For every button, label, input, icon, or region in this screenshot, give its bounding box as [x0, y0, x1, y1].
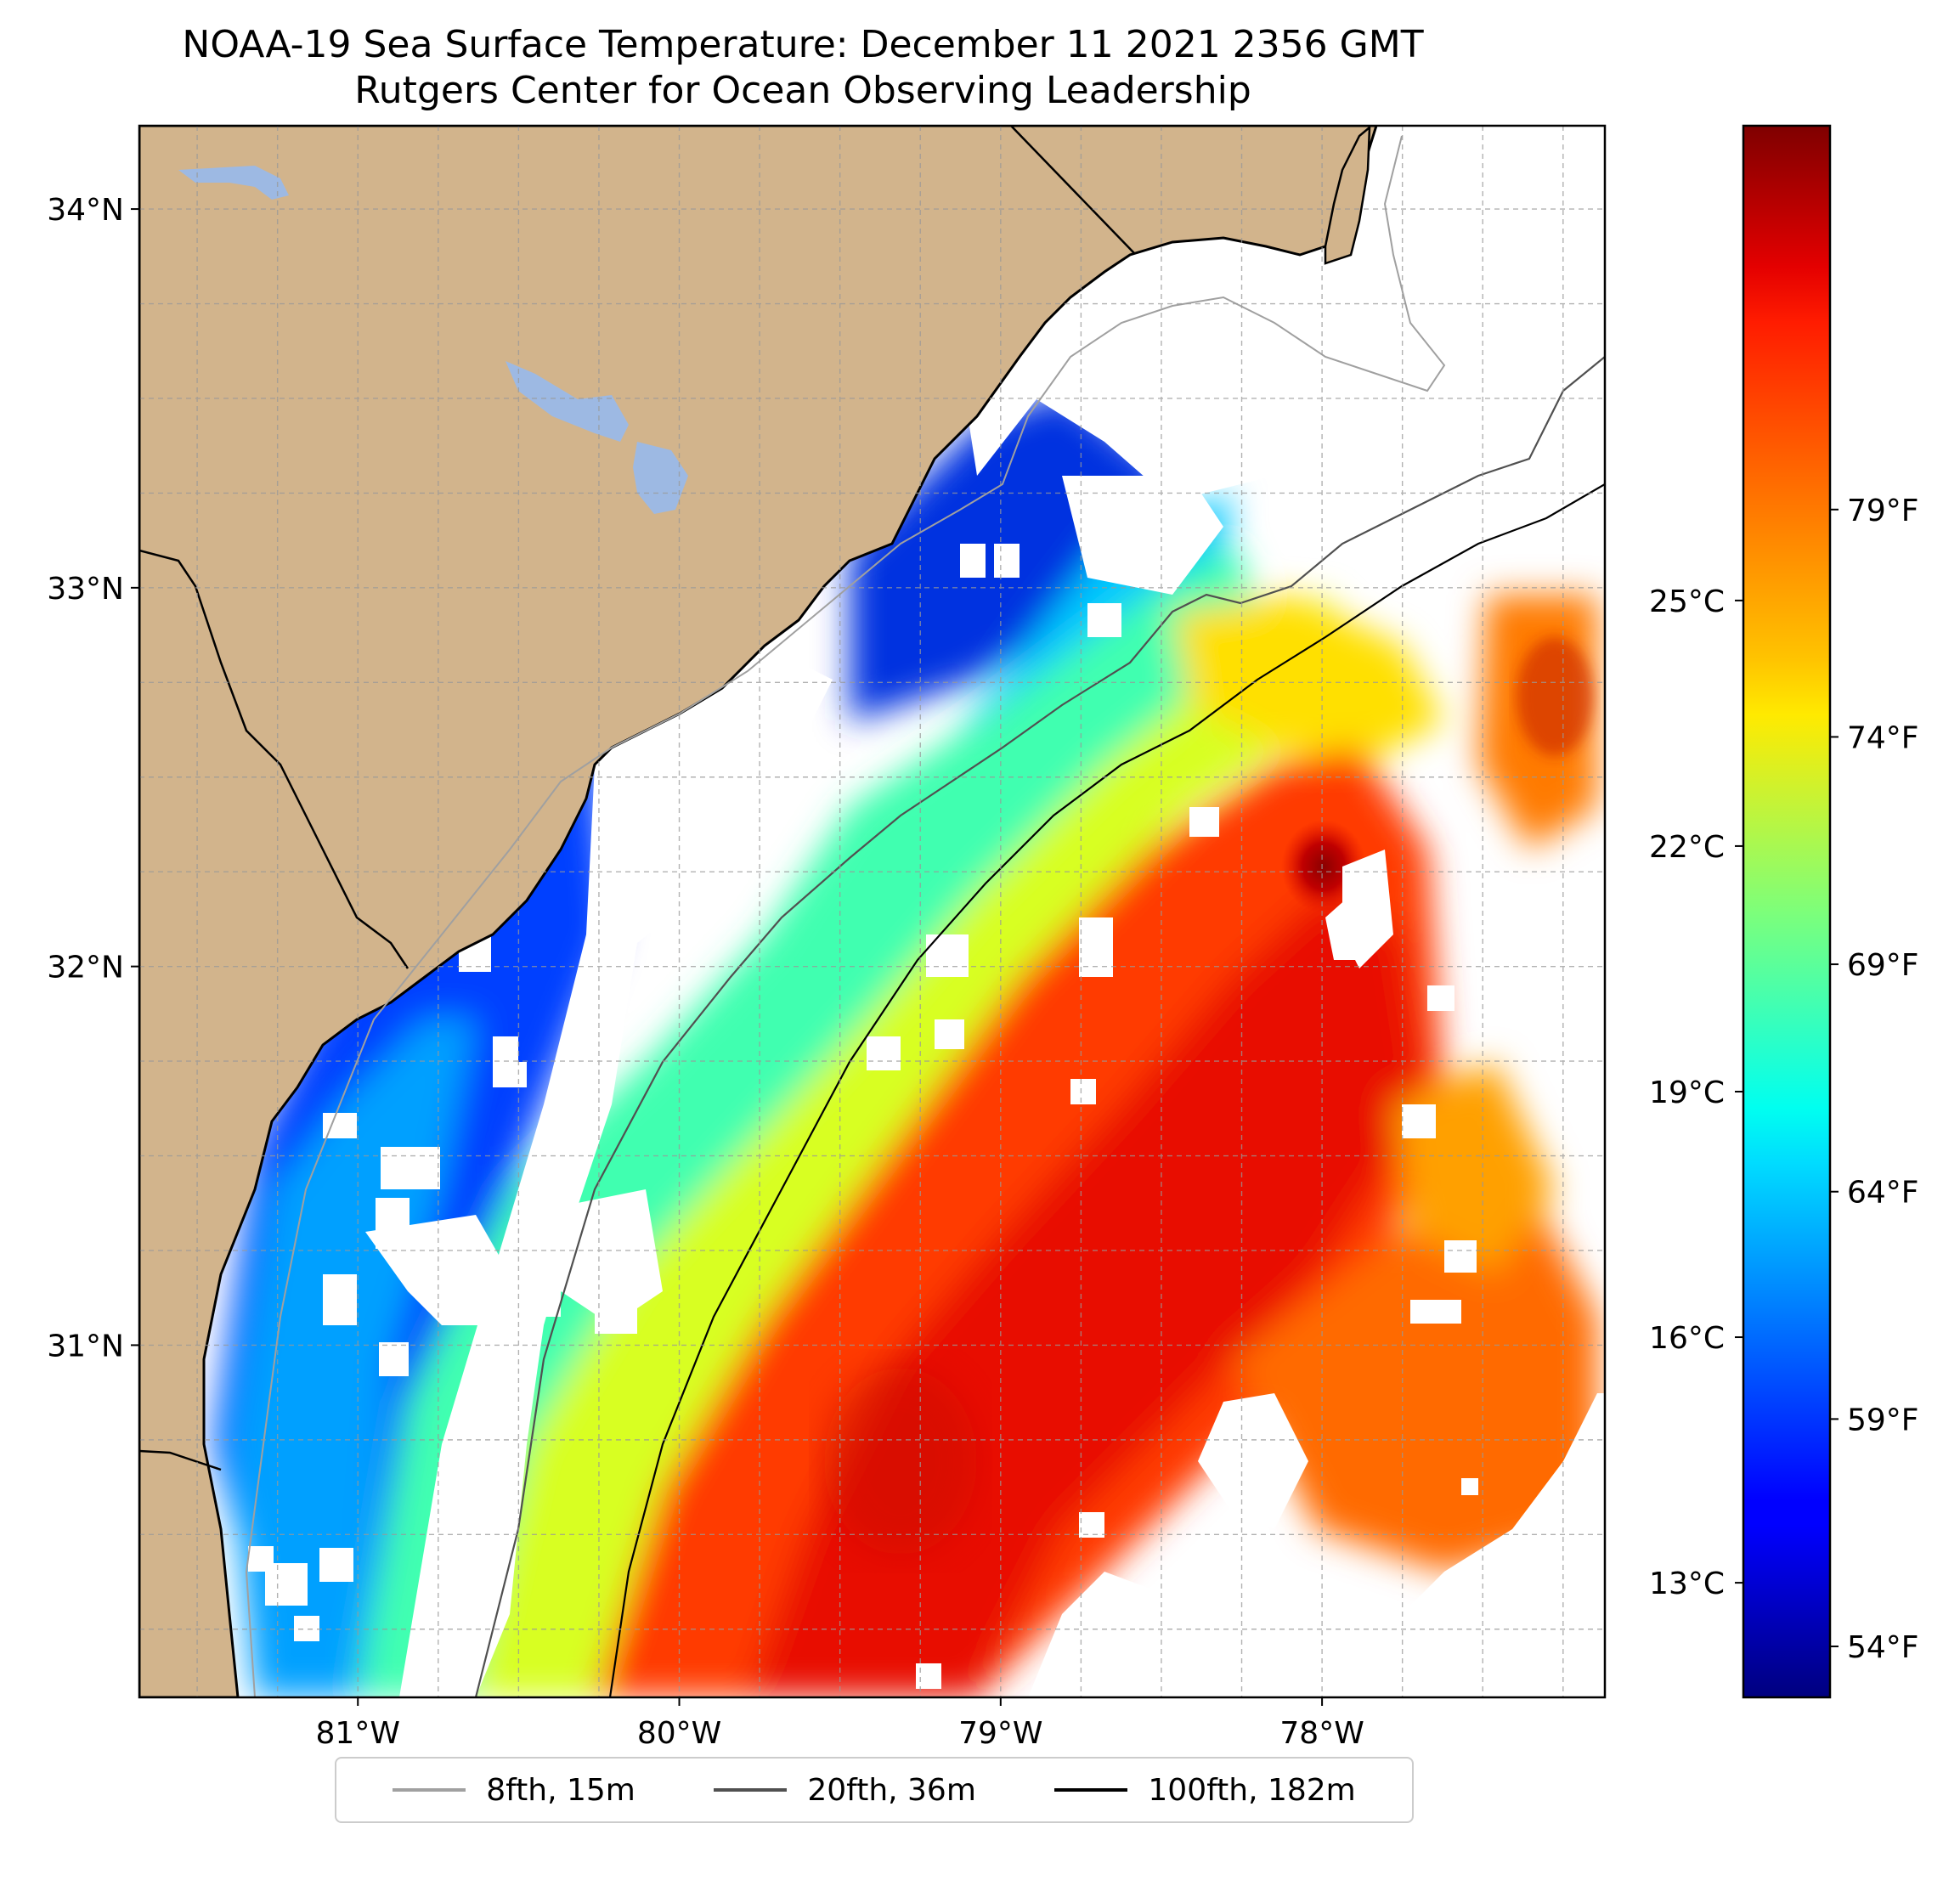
fahrenheit-tick-label: 54°F — [1847, 1630, 1919, 1665]
map-title: NOAA-19 Sea Surface Temperature: Decembe… — [182, 23, 1424, 66]
lat-tick-label: 33°N — [47, 572, 124, 607]
map-subtitle: Rutgers Center for Ocean Observing Leade… — [354, 69, 1251, 112]
colorbar — [1742, 124, 1832, 1699]
legend-label: 20fth, 36m — [807, 1772, 976, 1808]
legend-swatch — [714, 1788, 788, 1792]
fahrenheit-tick-label: 74°F — [1847, 720, 1919, 755]
isobath-legend: 8fth, 15m 20fth, 36m 100fth, 182m — [335, 1757, 1414, 1823]
state-borders — [139, 126, 1135, 1471]
isobath-8fth — [245, 135, 1446, 1697]
legend-label: 8fth, 15m — [486, 1772, 635, 1808]
fahrenheit-tick-label: 64°F — [1847, 1176, 1919, 1211]
lat-tick-label: 32°N — [47, 951, 124, 985]
celsius-tick-label: 16°C — [1649, 1321, 1725, 1356]
lat-tick-label: 34°N — [47, 193, 124, 228]
lat-tick-label: 31°N — [47, 1329, 124, 1363]
legend-item-20fth: 20fth, 36m — [714, 1773, 976, 1808]
celsius-tick-label: 22°C — [1649, 830, 1725, 865]
cloud-mask — [248, 126, 1605, 1697]
celsius-tick-label: 19°C — [1649, 1075, 1725, 1110]
fahrenheit-tick-label: 69°F — [1847, 948, 1919, 983]
fahrenheit-tick-label: 79°F — [1847, 494, 1919, 528]
lon-tick-label: 79°W — [958, 1716, 1042, 1751]
colorbar-ticks: 13°C 16°C 19°C 22°C 25°C 54°F 59°F 64°F 69°F 74°F… — [1649, 494, 1918, 1665]
lake — [178, 166, 289, 200]
isobath-100fth — [608, 483, 1605, 1697]
celsius-tick-label: 25°C — [1649, 584, 1725, 619]
lon-tick-label: 80°W — [637, 1716, 721, 1751]
legend-item-8fth: 8fth, 15m — [393, 1773, 635, 1808]
isobaths — [245, 135, 1605, 1697]
isobath-20fth — [474, 356, 1605, 1697]
legend-label: 100fth, 182m — [1148, 1772, 1356, 1808]
gridlines — [139, 126, 1605, 1697]
lake — [506, 361, 629, 442]
fahrenheit-tick-label: 59°F — [1847, 1403, 1919, 1437]
legend-swatch — [1054, 1788, 1128, 1792]
celsius-tick-label: 13°C — [1649, 1567, 1725, 1601]
map-frame — [138, 124, 1607, 1699]
legend-swatch — [393, 1788, 466, 1792]
legend-item-100fth: 100fth, 182m — [1054, 1772, 1356, 1808]
sst-field — [212, 391, 1597, 1697]
map-axis-ticks: 81°W 80°W 79°W 78°W 31°N 32°N 33°N 34°N — [47, 193, 1364, 1751]
lon-tick-label: 81°W — [316, 1716, 400, 1751]
map-panel — [139, 126, 1605, 1697]
lon-tick-label: 78°W — [1279, 1716, 1364, 1751]
lake — [633, 442, 688, 514]
